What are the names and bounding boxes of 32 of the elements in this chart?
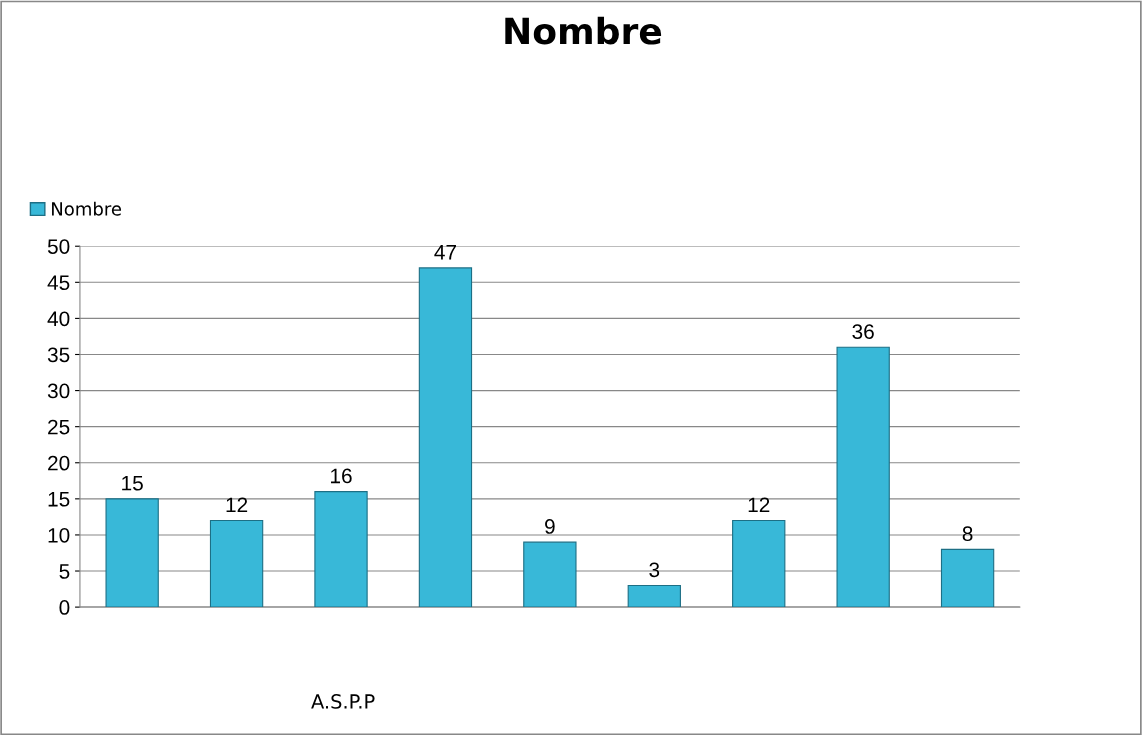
data-label: 8 — [962, 526, 973, 542]
data-label: 15 — [122, 476, 143, 491]
bar — [209, 519, 264, 608]
y-tick-label: 15 — [48, 492, 70, 507]
y-tick-label: 30 — [47, 383, 70, 399]
y-tick-label: 20 — [48, 455, 70, 471]
data-label: 3 — [649, 562, 660, 578]
data-label: 9 — [545, 519, 555, 534]
bar — [105, 498, 159, 608]
bar — [836, 346, 890, 608]
y-tick-label: 35 — [47, 347, 70, 363]
y-tick-label: 0 — [59, 600, 70, 615]
chart-title: Nombre — [505, 16, 662, 45]
y-tick-label: 10 — [48, 527, 70, 543]
data-label: 47 — [434, 245, 456, 260]
bar — [418, 267, 473, 608]
data-label: 16 — [331, 468, 352, 484]
data-label: 12 — [226, 497, 248, 513]
legend-label: Nombre — [52, 201, 122, 216]
y-tick-label: 50 — [47, 239, 70, 254]
bar — [627, 584, 681, 608]
bar — [314, 491, 368, 608]
y-tick-label: 40 — [47, 311, 70, 327]
y-tick-label: 25 — [48, 419, 70, 435]
bar — [732, 519, 786, 608]
x-axis-title: A.S.P.P — [311, 694, 375, 709]
bar — [940, 548, 995, 608]
bar — [523, 541, 577, 608]
data-label: 12 — [748, 497, 770, 513]
y-tick-label: 45 — [47, 275, 70, 291]
y-tick-label: 5 — [59, 564, 70, 579]
data-label: 36 — [852, 324, 874, 339]
